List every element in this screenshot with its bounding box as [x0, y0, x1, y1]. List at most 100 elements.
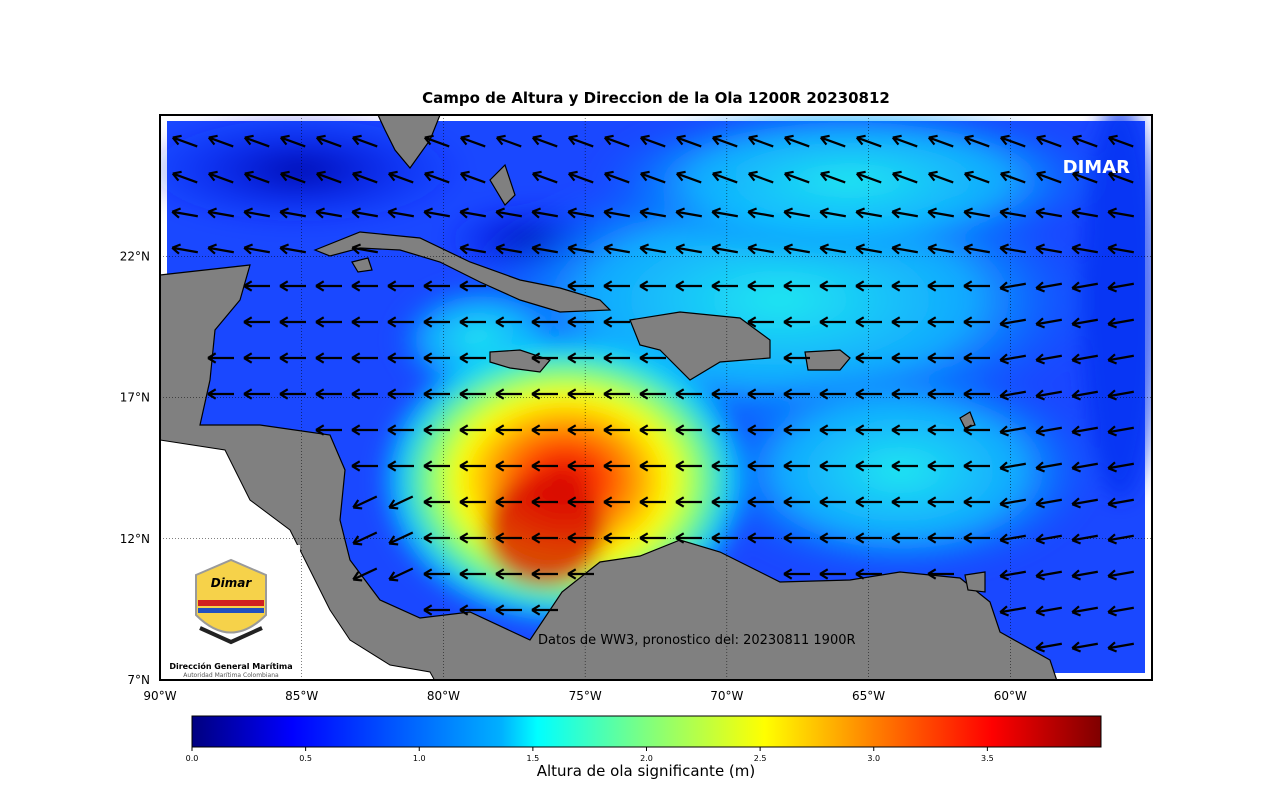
- wave-arrow: [531, 170, 558, 184]
- wave-arrow: [675, 280, 702, 292]
- wave-arrow: [747, 170, 774, 184]
- wave-arrow: [711, 170, 738, 184]
- wave-arrow: [387, 388, 414, 400]
- wave-arrow: [207, 134, 234, 148]
- wave-arrow: [747, 460, 774, 472]
- wave-arrow: [351, 460, 378, 472]
- wave-arrow: [1107, 605, 1134, 617]
- logo-name: Dirección General Marítima: [169, 661, 292, 671]
- wave-arrow: [783, 532, 810, 544]
- wave-arrow: [711, 496, 738, 508]
- wave-arrow: [1107, 353, 1134, 365]
- wave-arrow: [603, 280, 630, 292]
- source-note: Datos de WW3, pronostico del: 20230811 1…: [538, 633, 856, 648]
- wave-arrow: [388, 495, 414, 510]
- wave-arrow: [855, 170, 882, 184]
- graticule: [160, 115, 1152, 680]
- wave-arrow: [603, 316, 630, 328]
- wave-arrow: [1035, 641, 1062, 653]
- wave-arrow: [171, 207, 198, 219]
- wave-arrow: [495, 424, 522, 436]
- wave-arrow: [531, 568, 558, 580]
- wave-arrow: [207, 352, 234, 364]
- wave-arrow: [747, 207, 774, 219]
- wave-arrow: [1035, 497, 1062, 509]
- wave-arrow: [855, 388, 882, 400]
- wave-arrow: [927, 170, 954, 184]
- wave-arrow: [963, 532, 990, 544]
- wave-arrow: [423, 604, 450, 616]
- wave-arrow: [387, 424, 414, 436]
- logo-subtitle: Autoridad Marítima Colombiana: [183, 672, 279, 679]
- wave-arrow: [243, 352, 270, 364]
- wave-arrow: [747, 134, 774, 148]
- wave-arrow: [1071, 605, 1098, 617]
- wave-arrow: [783, 568, 810, 580]
- wave-arrow: [1107, 207, 1134, 219]
- wave-arrow: [675, 424, 702, 436]
- wave-arrow: [603, 207, 630, 219]
- wave-arrow: [927, 388, 954, 400]
- wave-arrow: [1035, 281, 1062, 293]
- logo: Dimar Dirección General Marítima Autorid…: [165, 545, 300, 679]
- wave-arrow: [387, 170, 414, 184]
- wave-arrow: [891, 170, 918, 184]
- wave-arrow: [891, 388, 918, 400]
- wave-arrow: [891, 316, 918, 328]
- wave-arrow: [1071, 425, 1098, 437]
- wave-arrow: [675, 243, 702, 255]
- wave-arrow: [747, 280, 774, 292]
- lat-tick-label: 12°N: [120, 532, 150, 546]
- wave-arrow: [603, 388, 630, 400]
- wave-arrow: [531, 134, 558, 148]
- wave-arrow: [315, 134, 342, 148]
- wave-arrow: [352, 567, 378, 582]
- wave-arrow: [351, 207, 378, 219]
- wave-arrow: [603, 134, 630, 148]
- wave-arrow: [1071, 317, 1098, 329]
- wave-arrow: [315, 170, 342, 184]
- wave-arrow: [351, 170, 378, 184]
- wave-arrow: [963, 243, 990, 255]
- wave-arrow: [603, 460, 630, 472]
- wave-arrow: [999, 317, 1026, 329]
- wave-arrow: [423, 280, 450, 292]
- wave-arrow: [1071, 461, 1098, 473]
- wave-arrow: [495, 532, 522, 544]
- map-axes: 90°W 85°W 80°W 75°W 70°W 65°W 60°W 7°N 12°N 17°N 2…: [120, 249, 1027, 703]
- wave-arrow: [423, 532, 450, 544]
- wave-arrow: [963, 170, 990, 184]
- colorbar-tick-label: 3.0: [867, 754, 880, 763]
- wave-arrow: [459, 424, 486, 436]
- wave-arrow: [531, 316, 558, 328]
- wave-arrow: [423, 388, 450, 400]
- wave-arrow: [1035, 170, 1062, 184]
- wave-arrow: [567, 424, 594, 436]
- wave-arrow: [352, 531, 378, 546]
- wave-arrow: [531, 352, 558, 364]
- wave-arrow: [675, 170, 702, 184]
- wave-arrow: [783, 170, 810, 184]
- wave-arrow: [567, 352, 594, 364]
- colorbar-label: Altura de ola significante (m): [537, 762, 756, 780]
- lon-tick-label: 80°W: [427, 689, 460, 703]
- wave-arrow: [927, 568, 954, 580]
- wave-arrow: [1071, 353, 1098, 365]
- lat-tick-label: 22°N: [120, 249, 150, 263]
- wave-arrow: [963, 460, 990, 472]
- wave-arrow: [783, 352, 810, 364]
- wave-arrow: [819, 170, 846, 184]
- wave-arrow: [603, 532, 630, 544]
- wave-arrow: [1071, 497, 1098, 509]
- colorbar-tick-label: 0.5: [299, 754, 312, 763]
- wave-arrow: [891, 243, 918, 255]
- wave-arrow: [531, 243, 558, 255]
- colorbar: [191, 715, 1102, 748]
- wave-arrow: [891, 280, 918, 292]
- wave-arrow: [567, 134, 594, 148]
- wave-arrow: [927, 460, 954, 472]
- wave-arrow: [531, 388, 558, 400]
- wave-arrow: [459, 532, 486, 544]
- wave-arrow: [675, 134, 702, 148]
